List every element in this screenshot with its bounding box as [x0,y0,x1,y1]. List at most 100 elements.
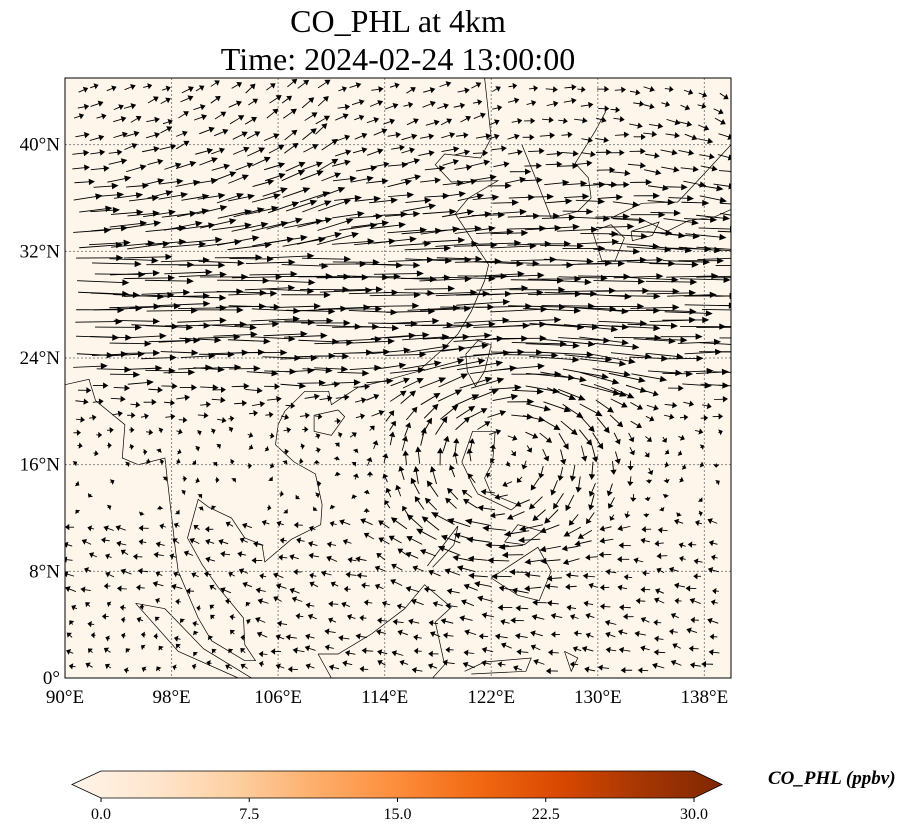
wind-arrow [295,613,304,620]
wind-arrow [231,273,283,280]
wind-arrow [123,253,173,261]
wind-arrow [198,259,245,267]
wind-arrow [199,273,249,281]
wind-arrow [316,480,322,487]
wind-arrow [217,277,270,284]
wind-arrow [530,644,541,651]
wind-arrow [228,426,234,433]
wind-arrow [423,586,436,593]
wind-arrow [242,581,252,588]
wind-arrow [180,352,216,360]
wind-arrow [442,435,450,452]
wind-arrow [697,497,703,502]
wind-arrow [425,289,478,296]
wind-arrow [581,445,588,462]
wind-arrow [193,630,199,636]
wind-arrow [193,177,218,185]
wind-arrow [485,472,491,479]
wind-arrow [717,230,731,233]
wind-arrow [609,414,624,428]
wind-arrow [264,383,280,390]
wind-arrow [182,475,187,482]
wind-arrow [81,539,92,545]
wind-arrow [423,358,465,371]
wind-arrow [125,648,131,654]
wind-arrow [388,191,415,199]
wind-arrow [523,415,546,423]
wind-arrow [65,541,73,548]
wind-arrow [678,542,686,549]
wind-arrow [124,291,175,299]
wind-arrow [315,492,320,499]
wind-arrow [189,538,200,544]
wind-arrow [595,136,609,143]
wind-arrow [176,394,190,401]
wind-arrow [368,320,418,327]
wind-arrow [391,144,405,151]
wind-arrow [643,130,658,138]
wind-arrow [563,97,577,104]
wind-arrow [593,181,618,188]
wind-arrow [178,304,227,312]
wind-arrow [334,286,383,293]
wind-arrow [558,433,569,450]
wind-arrow [211,505,217,511]
wind-arrow [232,146,250,155]
wind-arrow [611,307,661,314]
wind-arrow [156,448,162,453]
wind-arrow [440,618,454,625]
wind-arrow [283,108,297,119]
wind-arrow [363,508,370,513]
wind-arrow [337,134,351,141]
wind-arrow [360,518,373,526]
wind-arrow [428,650,439,657]
wind-arrow [92,260,142,268]
wind-arrow [285,402,296,409]
wind-arrow [575,198,606,205]
wind-arrow [666,272,719,280]
wind-arrow [228,193,255,202]
wind-arrow [72,164,90,171]
wind-arrow [661,436,667,443]
wind-arrow [317,96,329,107]
wind-arrow [270,303,321,310]
wind-arrow [442,659,455,666]
wind-arrow [562,558,580,565]
wind-arrow [582,572,596,580]
wind-arrow [389,82,400,89]
wind-arrow [480,488,495,496]
wind-arrow [345,571,357,578]
wind-arrow [142,448,148,456]
wind-arrow [614,86,626,93]
wind-arrow [262,287,315,295]
wind-arrow [528,290,582,298]
wind-arrow [105,635,111,642]
wind-arrow [261,519,270,526]
wind-arrow [635,597,646,605]
wind-arrow [159,458,164,465]
wind-arrow [656,552,668,560]
wind-arrow [406,514,423,529]
wind-arrow [664,449,670,455]
wind-arrow [79,241,123,249]
wind-arrow [595,213,630,220]
wind-arrow [720,325,731,327]
wind-arrow [75,131,90,139]
wind-arrow [247,462,252,470]
wind-arrow [215,476,220,484]
wind-arrow [75,398,89,405]
wind-arrow [640,617,650,623]
wind-arrow [627,162,646,169]
wind-arrow [387,131,401,139]
wind-arrow [281,170,306,182]
wind-arrow [492,272,545,279]
wind-arrow [101,613,109,620]
wind-arrow [470,159,491,167]
wind-arrow [402,505,409,516]
wind-arrow [712,413,724,420]
wind-arrow [287,78,298,88]
wind-arrow [630,402,643,410]
wind-arrow [309,572,317,579]
wind-arrow [618,629,628,636]
wind-arrow [371,347,411,355]
